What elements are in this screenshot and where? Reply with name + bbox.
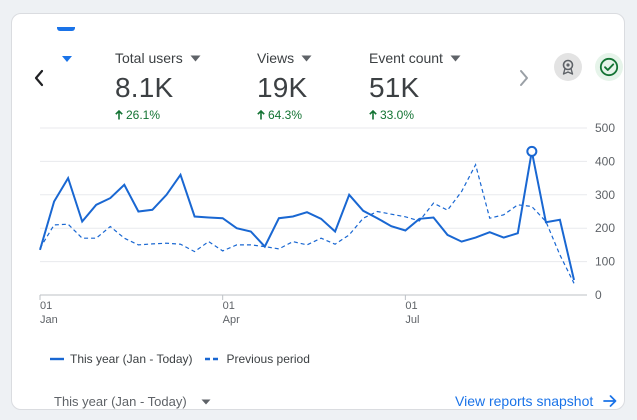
caret-down-icon	[301, 55, 312, 61]
date-range-selector[interactable]: This year (Jan - Today)	[54, 394, 211, 409]
check-circle-icon	[599, 57, 619, 77]
chevron-right-icon	[520, 70, 528, 86]
y-tick-label: 200	[595, 221, 615, 235]
metric-delta-event-count: 33.0%	[369, 108, 461, 122]
caret-down-icon	[190, 55, 201, 61]
y-tick-label: 100	[595, 255, 615, 269]
x-tick-month: Apr	[223, 314, 240, 326]
metric-label-event-count[interactable]: Event count	[369, 50, 461, 66]
metric-dropdown-caret-icon[interactable]	[61, 55, 73, 63]
x-tick-month: Jan	[40, 314, 58, 326]
view-reports-snapshot-link[interactable]: View reports snapshot	[455, 393, 617, 409]
metric-event-count[interactable]: Event count 51K 33.0%	[369, 50, 461, 122]
legend-dashed-line-icon	[204, 357, 221, 361]
line-chart: 500 400 300 200 100 0 01 Jan 01 Apr 01 Jul	[39, 121, 615, 326]
metric-value-total-users: 8.1K	[115, 72, 174, 103]
metric-label-views[interactable]: Views	[257, 50, 312, 66]
metric-delta-views: 64.3%	[257, 108, 312, 122]
series-line-this-year	[39, 151, 575, 281]
y-tick-label: 0	[595, 288, 602, 302]
chevron-left-icon	[34, 69, 44, 87]
active-tab-indicator	[57, 27, 75, 31]
y-tick-label: 400	[595, 154, 615, 168]
y-tick-label: 300	[595, 188, 615, 202]
caret-down-icon	[201, 399, 211, 404]
insights-badge-icon	[562, 59, 574, 75]
arrow-up-icon	[115, 110, 123, 120]
chart-legend: This year (Jan - Today) Previous period	[50, 352, 322, 366]
arrow-up-icon	[257, 110, 265, 120]
insights-button[interactable]	[554, 53, 582, 81]
metric-label-total-users[interactable]: Total users	[115, 50, 201, 66]
x-tick-day: 01	[40, 300, 52, 312]
metric-total-users[interactable]: Total users 8.1K 26.1%	[115, 50, 201, 122]
next-metrics-button[interactable]	[513, 63, 535, 93]
series-line-previous-period	[39, 163, 575, 284]
legend-item-this-year: This year (Jan - Today)	[50, 352, 193, 366]
overview-card: Total users 8.1K 26.1% Views 19K 64.3% E…	[11, 13, 625, 410]
metric-value-views: 19K	[257, 72, 308, 103]
x-tick-day: 01	[223, 300, 235, 312]
caret-down-icon	[450, 55, 461, 61]
legend-solid-line-icon	[50, 357, 64, 361]
y-tick-label: 500	[595, 121, 615, 135]
arrow-up-icon	[369, 110, 377, 120]
highlighted-data-point	[526, 145, 538, 157]
metric-delta-total-users: 26.1%	[115, 108, 201, 122]
legend-item-previous-period: Previous period	[204, 352, 310, 366]
metric-value-event-count: 51K	[369, 72, 420, 103]
metric-views[interactable]: Views 19K 64.3%	[257, 50, 312, 122]
previous-metrics-button[interactable]	[28, 63, 50, 93]
arrow-right-icon	[603, 395, 617, 407]
x-tick-day: 01	[405, 300, 417, 312]
data-quality-button[interactable]	[595, 53, 623, 81]
x-tick-month: Jul	[405, 314, 419, 326]
